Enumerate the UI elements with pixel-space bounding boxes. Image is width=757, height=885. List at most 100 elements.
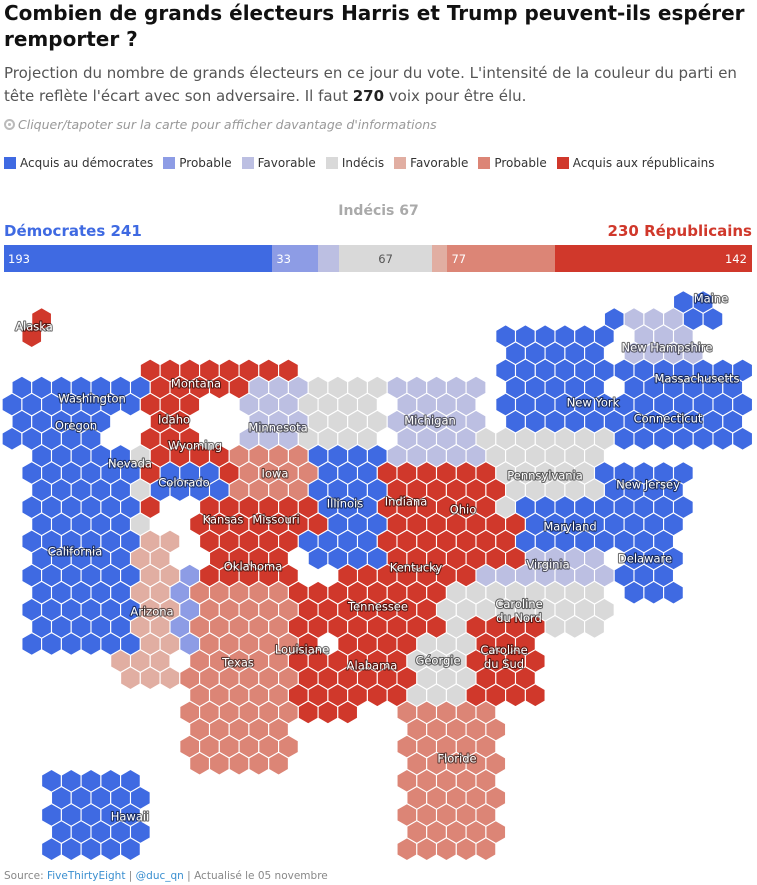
state-label: Washington: [58, 392, 126, 406]
state-label: Texas: [221, 656, 254, 670]
undecided-total: Indécis 67: [338, 203, 419, 219]
state-label: New Jersey: [616, 478, 680, 492]
state-hex[interactable]: [80, 631, 102, 657]
state-hex[interactable]: [653, 426, 675, 451]
state-label: Kansas: [203, 513, 244, 527]
state-hex[interactable]: [663, 580, 684, 605]
state-label: Delaware: [618, 552, 672, 566]
state-hex[interactable]: [120, 666, 141, 691]
chart-title: Combien de grands électeurs Harris et Tr…: [4, 1, 745, 51]
state-label: Caroline du Nord: [495, 597, 542, 625]
state-hex[interactable]: [307, 546, 329, 571]
legend-item-rep-likely: Probable: [478, 156, 547, 170]
state-label: Wyoming: [168, 439, 222, 453]
chart-subtitle: Projection du nombre de grands électeurs…: [4, 64, 737, 105]
state-hex[interactable]: [416, 837, 438, 862]
state-label: Pennsylvania: [507, 469, 583, 483]
hex-grid[interactable]: [1, 289, 754, 862]
state-label: Idaho: [158, 413, 190, 427]
state-labels: Alaska Maine Washington Oregon Montana Idaho W…: [14, 290, 740, 824]
state-label: Missouri: [252, 513, 299, 527]
state-hex[interactable]: [564, 614, 586, 639]
state-hex[interactable]: [41, 631, 62, 657]
state-label: Maryland: [543, 520, 596, 534]
state-label: Géorgie: [415, 654, 460, 668]
state-hex[interactable]: [41, 837, 62, 862]
state-hex[interactable]: [139, 666, 161, 691]
state-label: Maine: [694, 292, 729, 306]
state-label: Arizona: [130, 605, 173, 619]
state-label: Kentucky: [390, 561, 443, 575]
bar-segment-dem-solid: 193: [4, 245, 273, 272]
state-label: Tennessee: [347, 600, 408, 614]
republicans-total: 230 Républicains: [607, 222, 752, 240]
legend-item-rep-lean: Favorable: [394, 156, 468, 170]
state-hex[interactable]: [544, 614, 566, 639]
state-label: Oregon: [55, 419, 97, 433]
state-hex[interactable]: [228, 751, 250, 776]
state-hex[interactable]: [613, 426, 635, 451]
state-hex[interactable]: [60, 837, 82, 862]
state-hex[interactable]: [623, 580, 645, 605]
source-link[interactable]: FiveThirtyEight: [46, 870, 126, 882]
state-hex[interactable]: [396, 837, 418, 862]
state-label: Virginia: [526, 558, 569, 572]
state-hex[interactable]: [100, 837, 122, 862]
state-hex[interactable]: [633, 426, 655, 451]
state-hex[interactable]: [60, 631, 82, 657]
state-label: Nevada: [108, 457, 152, 471]
bar-segment-rep-lean: [432, 245, 448, 272]
bar-segment-dem-likely: 33: [272, 245, 319, 272]
state-hex[interactable]: [475, 837, 497, 862]
state-hex[interactable]: [120, 837, 141, 862]
state-hex[interactable]: [297, 700, 319, 725]
state-hex[interactable]: [712, 426, 734, 451]
click-hint-icon: [4, 119, 15, 130]
map-hint: Cliquer/tapoter sur la carte pour affich…: [4, 117, 437, 132]
state-label: Louisiane: [275, 643, 329, 657]
state-label: Minnesota: [248, 421, 307, 435]
state-hex[interactable]: [435, 837, 457, 862]
state-hex[interactable]: [692, 426, 714, 451]
hex-cartogram-map[interactable]: Alaska Maine Washington Oregon Montana Idaho W…: [0, 285, 757, 865]
state-hex[interactable]: [317, 700, 339, 725]
state-label: Montana: [171, 377, 221, 391]
state-hex[interactable]: [584, 614, 605, 639]
state-hex[interactable]: [337, 700, 359, 725]
state-hex[interactable]: [80, 837, 102, 862]
state-label: Floride: [437, 752, 476, 766]
state-hex[interactable]: [21, 324, 43, 349]
state-hex[interactable]: [505, 683, 526, 708]
state-hex[interactable]: [643, 580, 665, 605]
author-link[interactable]: @duc_qn: [135, 870, 184, 882]
state-label: Indiana: [385, 495, 428, 509]
state-hex[interactable]: [524, 683, 546, 708]
state-hex[interactable]: [366, 683, 388, 708]
state-label: New Hampshire: [622, 341, 713, 355]
state-hex[interactable]: [702, 307, 724, 332]
state-hex[interactable]: [268, 751, 289, 776]
state-label: Connecticut: [634, 412, 703, 426]
bar-segment-rep-solid: 142: [554, 245, 752, 272]
state-hex[interactable]: [732, 426, 754, 451]
electoral-vote-bar: 193 33 67 77 142: [4, 245, 752, 272]
bar-segment-undecided: 67: [339, 245, 433, 272]
legend-item-dem-lean: Favorable: [241, 156, 316, 170]
state-hex[interactable]: [189, 751, 211, 776]
state-hex[interactable]: [21, 631, 43, 657]
state-label: Colorado: [158, 476, 209, 490]
source-line: Source: FiveThirtyEight | @duc_qn | Actu…: [4, 870, 328, 882]
state-hex[interactable]: [672, 426, 694, 451]
state-label: New York: [567, 396, 620, 410]
legend-item-dem-solid: Acquis au démocrates: [4, 156, 153, 170]
state-label: Michigan: [404, 414, 456, 428]
state-hex[interactable]: [248, 751, 270, 776]
state-hex[interactable]: [208, 751, 230, 776]
legend-item-rep-solid: Acquis aux républicains: [556, 156, 715, 170]
state-hex[interactable]: [159, 666, 181, 691]
legend-item-dem-likely: Probable: [163, 156, 232, 170]
state-label: California: [48, 545, 103, 559]
state-hex[interactable]: [455, 837, 477, 862]
state-hex[interactable]: [1, 426, 23, 451]
legend: Acquis au démocrates Probable Favorable …: [4, 156, 725, 170]
